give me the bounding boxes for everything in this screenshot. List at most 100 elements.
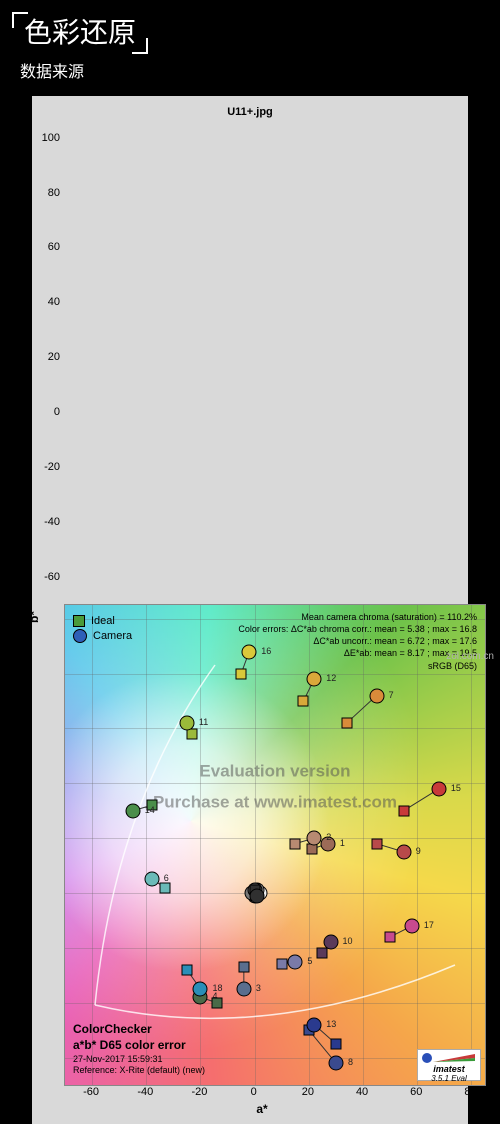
source-link[interactable]: zol.com.cn: [446, 651, 494, 662]
point-label: 12: [326, 673, 336, 683]
stat-line: Color errors: ΔC*ab chroma corr.: mean =…: [238, 623, 477, 635]
y-tick: -60: [44, 571, 60, 583]
x-tick: -40: [137, 1086, 153, 1098]
camera-point: [236, 982, 251, 997]
camera-point: [179, 715, 194, 730]
camera-point: [369, 688, 384, 703]
y-tick: 100: [42, 132, 60, 144]
ideal-point: [385, 931, 396, 942]
ideal-point: [276, 959, 287, 970]
x-tick: 40: [356, 1086, 368, 1098]
x-tick: -60: [83, 1086, 99, 1098]
y-tick: -20: [44, 461, 60, 473]
stat-line: sRGB (D65): [238, 660, 477, 672]
ideal-point: [398, 805, 409, 816]
chart-title: U11+.jpg: [40, 104, 460, 124]
x-tick: 0: [251, 1086, 257, 1098]
point-label: 10: [343, 936, 353, 946]
ideal-point: [160, 882, 171, 893]
page: 色彩还原 数据来源 U11+.jpg -60-40-20020406080100…: [0, 0, 500, 664]
point-label: 11: [199, 717, 208, 727]
legend-ideal-label: Ideal: [91, 615, 115, 627]
stats-block: Mean camera chroma (saturation) = 110.2%…: [238, 611, 477, 672]
colorchecker-title: ColorChecker: [73, 1022, 205, 1038]
ideal-point: [236, 668, 247, 679]
camera-point: [307, 831, 322, 846]
colorchecker-subtitle: a*b* D65 color error: [73, 1038, 205, 1054]
point-label: 17: [424, 920, 434, 930]
legend-ideal: Ideal: [73, 615, 132, 627]
point-label: 15: [451, 783, 461, 793]
y-axis-ticks: -60-40-20020406080100: [40, 124, 64, 604]
point-label: 3: [256, 983, 261, 993]
y-tick: 0: [54, 406, 60, 418]
header: 色彩还原 数据来源: [16, 16, 144, 82]
legend-camera: Camera: [73, 629, 132, 643]
x-tick: 80: [464, 1086, 476, 1098]
camera-point: [144, 872, 159, 887]
point-label: 1: [340, 838, 345, 848]
point-label: 18: [212, 983, 222, 993]
imatest-logo: imatest 3.5.1 Eval: [417, 1049, 481, 1081]
camera-point: [193, 982, 208, 997]
stat-line: Mean camera chroma (saturation) = 110.2%: [238, 611, 477, 623]
reference-line: Reference: X-Rite (default) (new): [73, 1065, 205, 1077]
x-tick: 20: [302, 1086, 314, 1098]
ideal-point: [330, 1038, 341, 1049]
point-label: 6: [164, 873, 169, 883]
page-title: 色彩还原: [16, 16, 144, 50]
legend-camera-swatch: [73, 629, 87, 643]
point-label: 14: [145, 805, 155, 815]
point-label: 13: [326, 1019, 336, 1029]
watermark: Evaluation version Purchase at www.imate…: [153, 757, 397, 818]
stat-line: ΔC*ab uncorr.: mean = 6.72 ; max = 17.6: [238, 635, 477, 647]
camera-point: [323, 935, 338, 950]
camera-point: [307, 672, 322, 687]
x-tick: -20: [192, 1086, 208, 1098]
imatest-logo-text: imatest: [420, 1064, 478, 1074]
imatest-version: 3.5.1 Eval: [420, 1074, 478, 1083]
y-tick: 20: [48, 351, 60, 363]
legend-ideal-swatch: [73, 615, 85, 627]
x-axis-label: a*: [64, 1102, 460, 1116]
camera-point: [404, 918, 419, 933]
chart-panel: U11+.jpg -60-40-20020406080100 Ideal Cam…: [32, 96, 468, 1124]
y-tick: -40: [44, 516, 60, 528]
camera-point: [288, 954, 303, 969]
y-axis-label: b*: [27, 611, 41, 623]
point-label: 9: [416, 846, 421, 856]
legend-camera-label: Camera: [93, 630, 132, 642]
camera-point: [396, 844, 411, 859]
ideal-point: [371, 838, 382, 849]
x-axis-ticks: -60-40-20020406080: [64, 1086, 460, 1102]
legend: Ideal Camera: [73, 613, 132, 645]
y-tick: 80: [48, 187, 60, 199]
ideal-point: [181, 964, 192, 975]
timestamp: 27-Nov-2017 15:59:31: [73, 1054, 205, 1066]
camera-point: [125, 803, 140, 818]
point-label: 7: [389, 690, 394, 700]
point-label: 16: [261, 646, 271, 656]
page-subtitle: 数据来源: [16, 58, 144, 82]
imatest-logo-icon: [421, 1052, 477, 1064]
ideal-point: [341, 717, 352, 728]
chart-plot-area: Ideal Camera Mean camera chroma (saturat…: [64, 604, 486, 1086]
camera-point: [431, 781, 446, 796]
camera-point: [250, 888, 265, 903]
point-label: 5: [307, 956, 312, 966]
gamut-arc-1: [95, 665, 215, 1005]
bottom-left-info: ColorChecker a*b* D65 color error 27-Nov…: [73, 1022, 205, 1077]
camera-point: [242, 644, 257, 659]
chart-svg-layer: [65, 605, 485, 1085]
ideal-point: [290, 838, 301, 849]
point-label: 8: [348, 1057, 353, 1067]
point-label: 2: [326, 832, 331, 842]
gamut-arc-2: [95, 965, 455, 1018]
watermark-line-1: Evaluation version: [199, 762, 350, 781]
y-tick: 60: [48, 241, 60, 253]
camera-point: [307, 1017, 322, 1032]
stat-line: ΔE*ab: mean = 8.17 ; max = 19.5: [238, 647, 477, 659]
ideal-point: [238, 962, 249, 973]
ideal-point: [298, 696, 309, 707]
watermark-line-2: Purchase at www.imatest.com: [153, 792, 397, 811]
